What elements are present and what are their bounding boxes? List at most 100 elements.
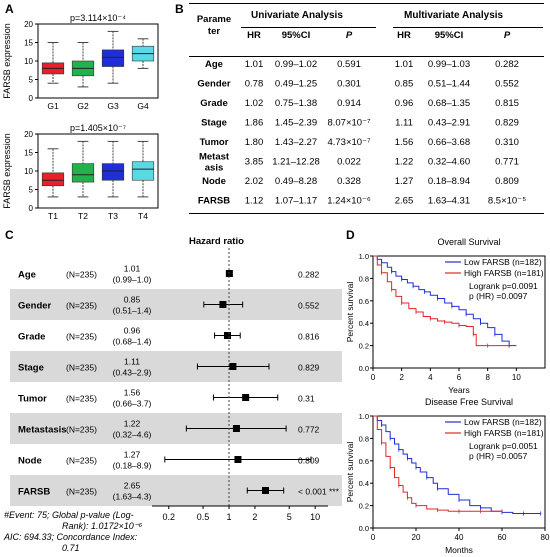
- forest-row-n: (N=235): [66, 456, 97, 466]
- multivariate-header: Multivariate Analysis: [404, 10, 504, 21]
- p-value-annotation: p=3.114×10⁻⁴: [70, 13, 126, 23]
- table-cell: 1.80: [245, 137, 264, 148]
- row-parameter: Stage: [201, 118, 227, 129]
- table-rule-bottom: [189, 213, 544, 214]
- km-x-tick-label: 60: [498, 533, 507, 542]
- table-cell: 8.07×10⁻⁷: [327, 118, 371, 129]
- forest-row-ci: (0.18–8.9): [113, 461, 152, 471]
- y-tick-label: 10: [24, 167, 33, 176]
- footer-line-2: Rank): 1.0172×10⁻⁶: [62, 521, 143, 531]
- forest-x-tick-label: 0.5: [197, 512, 210, 522]
- table-cell: 0.49–1.25: [275, 79, 317, 90]
- table-cell: 2.65: [395, 196, 414, 207]
- km-y-label: Percent survival: [345, 282, 355, 343]
- forest-row-n: (N=235): [66, 301, 97, 311]
- forest-plot: Hazard ratio Age (N=235) 1.01(0.99–1.0) 0.28…: [10, 236, 342, 522]
- km-legend-label: Low FARSB (n=182): [464, 257, 542, 267]
- table-cell: 2.02: [245, 176, 264, 187]
- forest-row-hr: 1.01: [124, 264, 141, 274]
- forest-row-p: 0.552: [298, 301, 320, 311]
- table-cell: 0.99–1.02: [275, 59, 317, 70]
- table-cell: 3.85: [245, 157, 264, 168]
- forest-row-label: Node: [18, 456, 42, 467]
- box-t2: [71, 163, 95, 183]
- forest-row-ci: (1.63–4.3): [113, 492, 152, 502]
- forest-row-p: 0.809: [298, 456, 320, 466]
- forest-row-p: 0.816: [298, 332, 320, 342]
- x-tick-label: T4: [138, 211, 148, 221]
- table-cell: 0.552: [495, 79, 519, 90]
- forest-x-tick-label: 10: [310, 512, 320, 522]
- table-cell: 1.11: [395, 118, 413, 129]
- x-tick-label: G2: [77, 101, 89, 111]
- km-y-tick-label: 0.4: [359, 319, 369, 328]
- panel-label-a: A: [5, 2, 14, 16]
- forest-row-hr: 1.27: [124, 450, 141, 460]
- x-tick-label: T3: [108, 211, 118, 221]
- row-parameter: Gender: [197, 79, 231, 90]
- box-t3: [101, 163, 125, 181]
- table-cell: 0.022: [337, 157, 361, 168]
- forest-row-band: [10, 289, 342, 320]
- y-tick-label: 20: [24, 20, 33, 29]
- box-plot-tumor: FARSB expression 0 5 10 15 20 T1 T2 T3 T4 p=1.405×…: [2, 123, 159, 221]
- km-curve-high: [373, 415, 502, 512]
- table-cell: 0.78: [245, 79, 264, 90]
- forest-row-n: (N=235): [66, 394, 97, 404]
- forest-row-p: < 0.001 ***: [298, 487, 340, 497]
- forest-row-p: 0.829: [298, 363, 320, 373]
- km-y-tick-label: 0.2: [359, 342, 369, 351]
- parameter-header: Parame ter: [189, 14, 239, 38]
- forest-row-band: [10, 413, 342, 444]
- table-cell: 0.75–1.38: [275, 98, 317, 109]
- km-x-tick-label: 6: [457, 373, 462, 382]
- x-tick-label: T1: [48, 211, 58, 221]
- km-stat: Logrank p=0.0051: [469, 441, 538, 451]
- forest-row-band: [10, 475, 342, 506]
- table-cell: 1.12: [245, 196, 264, 207]
- km-x-tick-label: 0: [371, 373, 376, 382]
- y-tick-label: 0: [29, 94, 34, 103]
- km-x-tick-label: 2: [399, 373, 404, 382]
- forest-row-n: (N=235): [66, 425, 97, 435]
- table-cell: 1.43–2.27: [275, 137, 317, 148]
- km-y-tick-label: 0.0: [359, 524, 369, 533]
- table-cell: 0.51–1.44: [428, 79, 470, 90]
- forest-point: [229, 363, 237, 370]
- table-cell: 1.01: [245, 59, 264, 70]
- table-cell: 0.282: [495, 59, 519, 70]
- forest-point: [219, 301, 227, 308]
- column-header: HR: [247, 30, 261, 41]
- panel-label-c: C: [5, 228, 14, 242]
- row-parameter: Metast: [199, 152, 230, 163]
- multivariate-underline: [393, 27, 543, 28]
- box-plot-grade: FARSB expression 0 5 10 15 20 G1 G2 G3 G4 p=3.114×…: [2, 13, 159, 111]
- km-legend-label: Low FARSB (n=182): [464, 417, 542, 427]
- table-cell: 0.66–3.68: [428, 137, 470, 148]
- univariate-header: Univariate Analysis: [251, 10, 343, 21]
- forest-row-hr: 1.56: [124, 388, 141, 398]
- p-value-annotation: p=1.405×10⁻⁷: [70, 123, 126, 133]
- x-tick-label: T2: [78, 211, 88, 221]
- km-y-label: Percent survival: [345, 442, 355, 503]
- table-cell: 0.914: [337, 98, 361, 109]
- row-parameter: Grade: [200, 98, 227, 109]
- footer-line-1: #Event: 75; Global p-value (Log-: [4, 510, 134, 520]
- table-cell: 0.99–1.03: [428, 59, 470, 70]
- km-y-tick-label: 1.0: [359, 412, 369, 421]
- row-parameter: asis: [205, 163, 224, 174]
- forest-row-ci: (0.66–3.7): [113, 399, 152, 409]
- x-tick-label: G3: [107, 101, 119, 111]
- y-tick-label: 0: [29, 204, 34, 213]
- forest-row-label: FARSB: [18, 487, 50, 498]
- forest-x-tick-label: 1: [226, 512, 231, 522]
- forest-title: Hazard ratio: [189, 236, 244, 247]
- table-cell: 1.27: [395, 176, 414, 187]
- row-parameter: Age: [205, 59, 223, 70]
- table-cell: 0.85: [395, 79, 414, 90]
- parameter-header-line2: ter: [207, 26, 221, 37]
- km-y-tick-label: 1.0: [359, 252, 369, 261]
- forest-row-label: Tumor: [18, 394, 47, 405]
- y-tick-label: 10: [24, 57, 33, 66]
- km-stat: p (HR) =0.0097: [469, 291, 528, 301]
